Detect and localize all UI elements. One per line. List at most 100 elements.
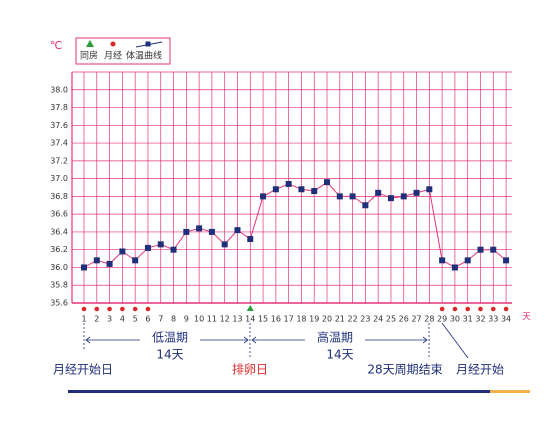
period-dot [120,306,125,312]
temperature-point [221,241,228,248]
x-tick-label: 13 [232,315,242,324]
period-dot [503,306,509,312]
x-tick-label: 20 [322,315,332,324]
temperature-line [83,181,507,269]
temperature-point [93,257,100,264]
temperature-point [208,228,215,235]
y-tick-label: 36.8 [50,192,68,201]
y-tick-label: 36.4 [50,227,68,236]
temperature-point [234,227,241,234]
period-dot [465,306,471,312]
temperature-point [375,189,382,196]
annotation: 月经开始日 [53,363,113,377]
legend-box [75,37,171,65]
legend-triangle [86,40,94,47]
temperature-point [362,202,369,209]
temperature-point [400,193,407,200]
temperature-point [439,257,446,264]
y-tick-label: 36.6 [50,210,68,219]
legend-label: 同房 [80,50,98,62]
temperature-point [247,236,254,243]
annotation: 14天 [326,348,353,362]
x-tick-label: 4 [120,315,125,324]
temperature-point [324,179,331,186]
x-tick-label: 10 [194,315,204,324]
x-tick-label: 2 [94,315,99,324]
y-tick-label: 36.2 [50,245,68,254]
temperature-point [477,246,484,253]
y-tick-label: 37.6 [50,121,68,130]
temperature-point [119,248,126,255]
annotation: 排卵日 [232,363,268,377]
temperature-point [451,264,458,271]
x-tick-label: 26 [399,315,409,324]
footer-bar [490,390,530,393]
temperature-point [298,186,305,193]
temperature-point [490,246,497,253]
period-dot [107,306,112,312]
period-dot [145,306,151,312]
x-tick-label: 25 [386,315,396,324]
temperature-point [260,193,267,200]
x-tick-label: 18 [296,315,306,324]
temperature-point [387,195,394,202]
legend-label: 月经 [104,50,122,62]
y-tick-label: 37.0 [50,174,68,183]
legend-dot [110,41,116,47]
unit: ℃ [50,39,62,52]
x-tick-label: 27 [411,315,421,324]
x-tick-label: 32 [475,315,485,324]
x-tick-label: 31 [463,315,473,324]
temperature-point [170,246,177,253]
x-unit: 天 [522,313,531,323]
legend-square [145,41,151,47]
annotation: 高温期 [317,330,353,345]
intercourse-mark [246,305,254,311]
period-dot [439,306,445,312]
x-tick-label: 8 [171,315,176,324]
y-tick-label: 37.4 [50,139,68,148]
y-tick-label: 37.2 [50,156,68,165]
temperature-point [144,244,151,251]
y-tick-label: 37.8 [50,103,68,112]
x-tick-label: 23 [360,315,370,324]
temperature-point [311,188,318,195]
x-tick-label: 1 [81,315,86,324]
temperature-point [132,257,139,264]
period-dot [132,306,138,312]
x-tick-label: 12 [220,315,230,324]
arrows [83,322,469,359]
period-dot [94,306,100,312]
temperature-point [413,189,420,196]
x-tick-label: 15 [258,315,268,324]
x-tick-label: 24 [373,315,383,324]
x-tick-label: 22 [347,315,357,324]
y-tick-label: 35.6 [50,299,68,308]
x-tick-label: 11 [207,315,217,324]
x-tick-label: 9 [184,315,189,324]
period-dot [452,306,458,312]
x-tick-label: 34 [501,315,511,324]
x-tick-label: 30 [450,315,460,324]
temperature-point [336,193,343,200]
temperature-point [349,193,356,200]
x-tick-label: 19 [309,315,319,324]
x-tick-label: 29 [437,315,447,324]
legend-label: 体温曲线 [126,50,162,62]
temperature-point [464,257,471,264]
y-tick-label: 38.0 [50,85,68,94]
temperature-point [157,241,164,248]
temperature-point [106,260,113,267]
temperature-point [81,264,87,271]
x-tick-label: 6 [145,315,150,324]
temperature-point [183,228,190,235]
annotation: 14天 [156,348,183,362]
temperature-point [285,180,292,187]
period-dot [81,306,87,312]
temperature-point [426,186,433,193]
annotation: 低温期 [152,331,188,345]
y-tick-label: 35.8 [50,281,68,290]
annotation: 28天周期结束 [367,363,442,377]
x-tick-label: 3 [107,315,112,324]
